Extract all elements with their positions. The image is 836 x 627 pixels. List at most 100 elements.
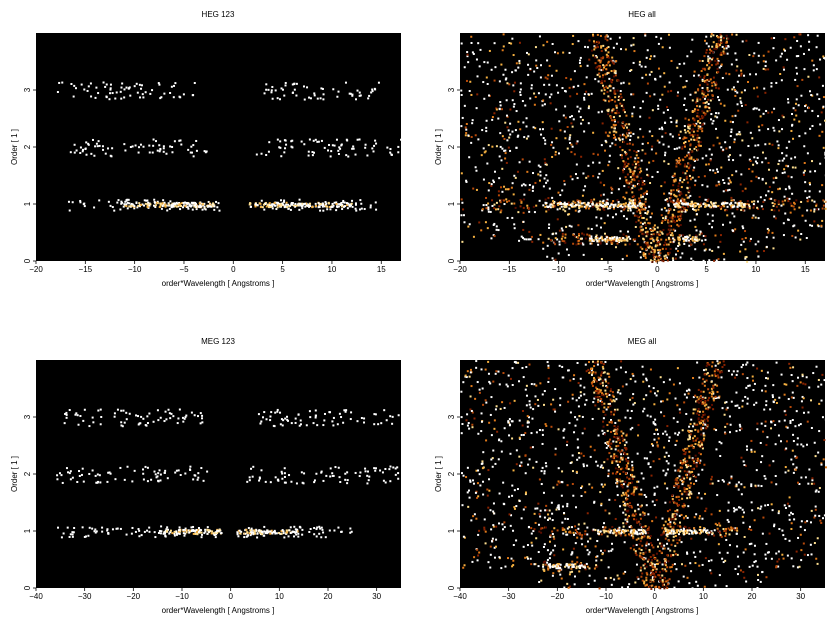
data-point [207, 531, 210, 534]
data-point [80, 83, 83, 86]
data-point [553, 544, 556, 547]
data-point [183, 534, 186, 537]
data-point [804, 383, 807, 386]
data-point [716, 57, 719, 60]
data-point [196, 415, 199, 418]
data-point [697, 89, 700, 92]
data-point [795, 98, 798, 101]
data-point [716, 61, 719, 64]
data-point [504, 149, 507, 152]
data-point [583, 205, 586, 208]
data-point [812, 64, 815, 67]
data-point [631, 396, 634, 399]
data-point [778, 130, 781, 133]
data-point [343, 201, 346, 204]
data-point [783, 168, 786, 171]
data-point [505, 161, 508, 164]
data-point [646, 457, 649, 460]
data-point [683, 200, 686, 203]
data-point [494, 462, 497, 465]
data-point [666, 259, 669, 262]
data-point [190, 411, 193, 414]
data-point [761, 532, 764, 535]
data-point [756, 587, 759, 590]
data-point [544, 198, 547, 201]
data-point [669, 116, 672, 119]
data-point [704, 202, 707, 205]
data-point [679, 411, 682, 414]
data-point [610, 191, 613, 194]
data-point [781, 553, 784, 556]
data-point [495, 108, 498, 111]
data-point [705, 101, 708, 104]
data-point [635, 154, 638, 157]
data-point [604, 509, 607, 512]
data-point [700, 115, 703, 118]
x-axis-label: order*Wavelength [ Angstroms ] [162, 606, 275, 615]
data-point [742, 209, 745, 212]
data-point [598, 237, 601, 240]
data-point [469, 80, 472, 83]
data-point [641, 228, 644, 231]
data-point [555, 232, 558, 235]
data-point [76, 414, 79, 417]
data-point [717, 204, 720, 207]
data-point [791, 192, 794, 195]
data-point [574, 506, 577, 509]
data-point [644, 207, 647, 210]
data-point [553, 202, 556, 205]
data-point [596, 237, 599, 240]
data-point [260, 420, 263, 423]
data-point [728, 73, 731, 76]
data-point [173, 530, 176, 533]
data-point [533, 92, 536, 95]
data-point [808, 183, 811, 186]
data-point [602, 64, 605, 67]
data-point [609, 237, 612, 240]
data-point [687, 239, 690, 242]
data-point [546, 558, 549, 561]
data-point [697, 140, 700, 143]
data-point [811, 199, 814, 202]
data-point [568, 213, 571, 216]
data-point [637, 219, 640, 222]
data-point [598, 587, 601, 590]
data-point [637, 480, 640, 483]
data-point [115, 91, 118, 94]
data-point [691, 208, 694, 211]
data-point [681, 252, 684, 255]
data-point [486, 61, 489, 64]
data-point [558, 120, 561, 123]
data-point [123, 478, 126, 481]
data-point [628, 167, 631, 170]
data-point [204, 208, 207, 211]
data-point [315, 472, 318, 475]
data-point [508, 188, 511, 191]
data-point [468, 375, 471, 378]
data-point [602, 98, 605, 101]
data-point [529, 406, 532, 409]
data-point [747, 203, 750, 206]
data-point [744, 248, 747, 251]
data-point [669, 133, 672, 136]
data-point [276, 408, 279, 411]
data-point [657, 251, 660, 254]
data-point [636, 207, 639, 210]
data-point [625, 254, 628, 257]
data-point [328, 206, 331, 209]
data-point [506, 200, 509, 203]
data-point [725, 189, 728, 192]
data-point [768, 142, 771, 145]
data-point [691, 236, 694, 239]
data-point [564, 210, 567, 213]
data-point [605, 141, 608, 144]
data-point [634, 200, 637, 203]
data-point [570, 143, 573, 146]
data-point [656, 236, 659, 239]
data-point [687, 191, 690, 194]
data-point [649, 259, 652, 262]
data-point [784, 38, 787, 41]
data-point [761, 177, 764, 180]
data-point [546, 255, 549, 258]
data-point [752, 206, 755, 209]
